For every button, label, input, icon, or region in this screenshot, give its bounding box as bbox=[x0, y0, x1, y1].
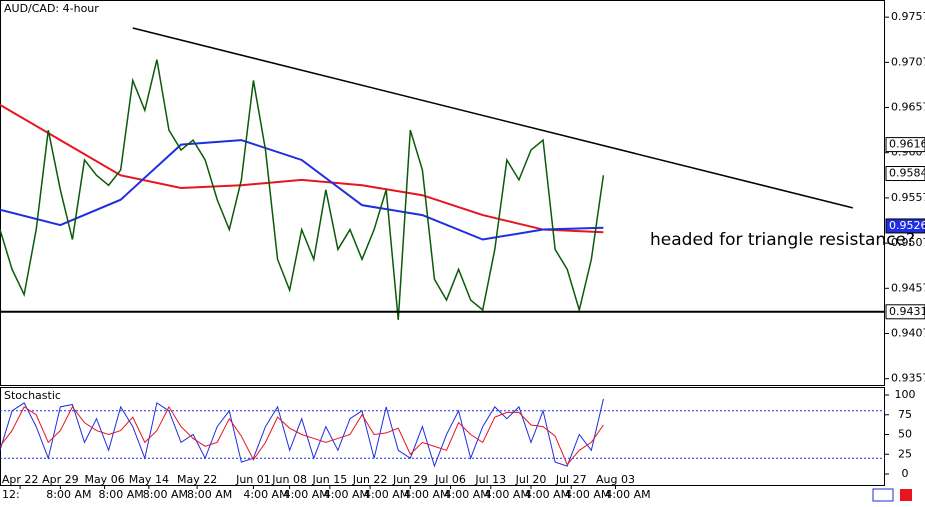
y-tick-label: 50 bbox=[898, 428, 912, 441]
y-tick-label: 75 bbox=[898, 408, 912, 421]
x-time-label: 4:00 AM bbox=[284, 488, 329, 501]
x-time-label: 12: bbox=[2, 488, 20, 501]
y-tick-label: 100 bbox=[895, 388, 916, 401]
x-tick-label: Jul 13 bbox=[474, 473, 506, 486]
y-tick-label: 0.9707 bbox=[891, 55, 925, 68]
stochastic-panel bbox=[0, 387, 885, 486]
moving-average bbox=[0, 103, 604, 234]
y-tick-label: 0.9557 bbox=[891, 191, 925, 204]
x-tick-label: Jul 20 bbox=[515, 473, 547, 486]
x-tick-label: May 22 bbox=[177, 473, 217, 486]
price-marker-box bbox=[885, 218, 925, 234]
footer-icons bbox=[872, 488, 912, 502]
x-tick-label: Jul 27 bbox=[555, 473, 587, 486]
x-tick-label: Jun 08 bbox=[271, 473, 307, 486]
moving-average bbox=[0, 139, 604, 241]
x-time-label: 4:00 AM bbox=[324, 488, 369, 501]
x-time-label: 8:00 AM bbox=[143, 488, 188, 501]
indicator-title: Stochastic bbox=[4, 389, 61, 402]
x-tick-label: Aug 03 bbox=[596, 473, 635, 486]
icon[interactable] bbox=[872, 488, 894, 502]
y-tick-label: 0.9457 bbox=[891, 281, 925, 294]
x-time-label: 4:00 AM bbox=[404, 488, 449, 501]
x-time-label: 4:00 AM bbox=[485, 488, 530, 501]
x-time-label: 8:00 AM bbox=[46, 488, 91, 501]
x-time-label: 4:00 AM bbox=[605, 488, 650, 501]
x-tick-label: May 14 bbox=[129, 473, 169, 486]
price-marker-label: 0.9431 bbox=[889, 305, 925, 318]
y-tick-label: 0.9507 bbox=[891, 236, 925, 249]
icon[interactable] bbox=[900, 489, 912, 501]
y-tick-label: 0.9407 bbox=[891, 326, 925, 339]
x-tick-label: Apr 29 bbox=[42, 473, 79, 486]
price-marker-label: 0.9616 bbox=[889, 138, 925, 151]
x-time-label: 8:00 AM bbox=[99, 488, 144, 501]
price-marker-box bbox=[885, 166, 925, 182]
annotation: headed for triangle resistance? bbox=[650, 230, 915, 250]
x-time-label: 4:00 AM bbox=[445, 488, 490, 501]
price-line bbox=[0, 59, 605, 320]
price-marker-box bbox=[885, 137, 925, 153]
y-tick-label: 25 bbox=[898, 447, 912, 460]
trendline bbox=[132, 27, 853, 209]
x-time-label: 4:00 AM bbox=[565, 488, 610, 501]
stochastic-line bbox=[0, 405, 604, 466]
price-panel bbox=[0, 0, 885, 386]
price-marker-label: 0.9526 bbox=[889, 219, 925, 232]
x-time-label: 4:00 AM bbox=[243, 488, 288, 501]
x-time-label: 4:00 AM bbox=[364, 488, 409, 501]
x-tick-label: Jun 01 bbox=[235, 473, 271, 486]
x-tick-label: May 06 bbox=[84, 473, 124, 486]
y-tick-label: 0.9757 bbox=[891, 10, 925, 23]
x-time-label: 4:00 AM bbox=[525, 488, 570, 501]
x-tick-label: Jun 15 bbox=[312, 473, 348, 486]
chart-title: AUD/CAD: 4-hour bbox=[4, 2, 99, 15]
x-tick-label: Apr 22 bbox=[2, 473, 39, 486]
price-marker-box bbox=[885, 304, 925, 320]
stochastic-line bbox=[0, 398, 604, 468]
x-time-label: 8:00 AM bbox=[187, 488, 232, 501]
price-marker-label: 0.9584 bbox=[889, 167, 925, 180]
x-tick-label: Jul 06 bbox=[434, 473, 466, 486]
x-tick-label: Jun 29 bbox=[392, 473, 428, 486]
x-tick-label: Jun 22 bbox=[352, 473, 388, 486]
y-tick-label: 0 bbox=[902, 467, 909, 480]
y-tick-label: 0.9657 bbox=[891, 101, 925, 114]
y-tick-label: 0.9357 bbox=[891, 372, 925, 385]
